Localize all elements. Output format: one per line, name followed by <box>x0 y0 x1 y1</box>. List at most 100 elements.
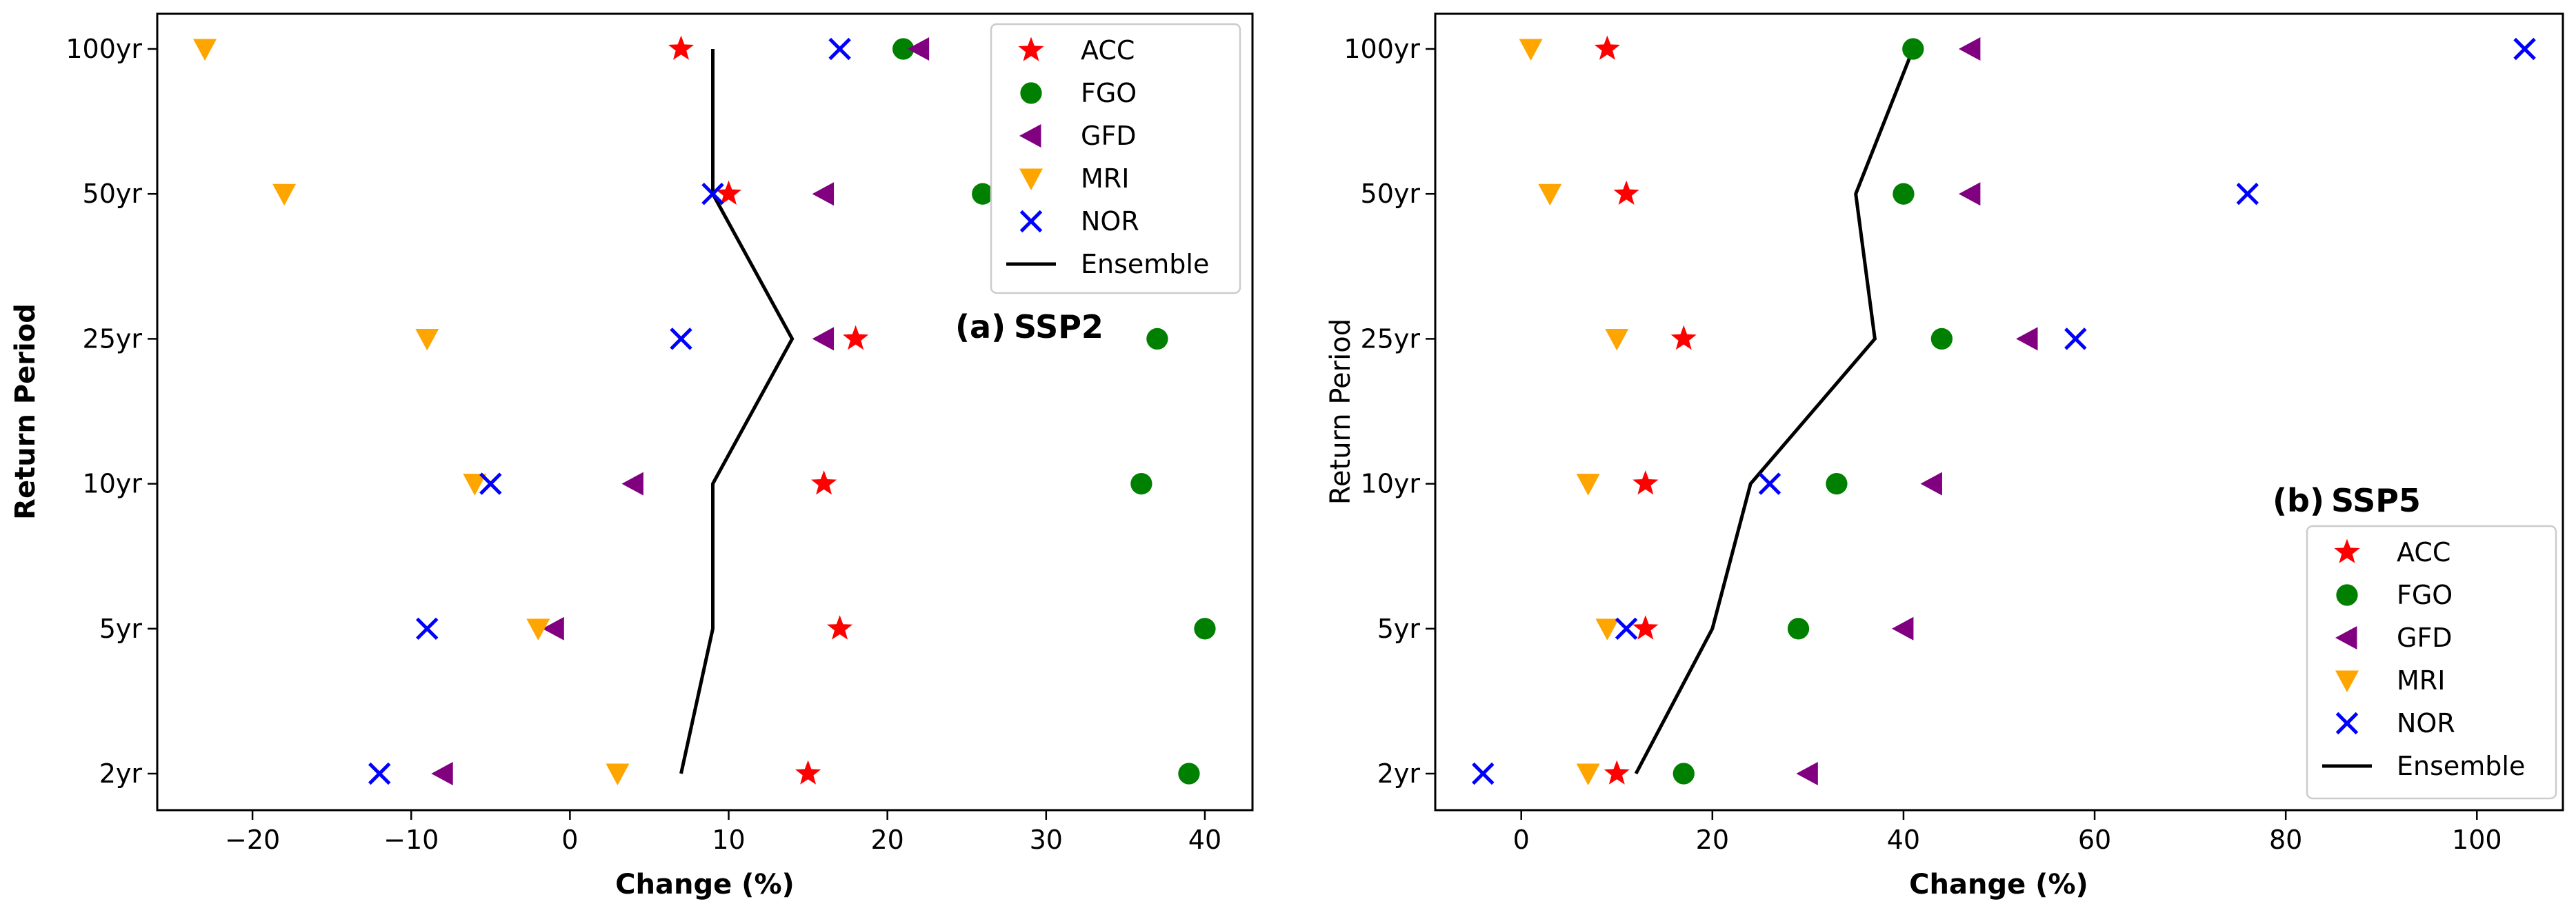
ensemble-line <box>1634 48 1915 775</box>
x-tick-label: 0 <box>1513 825 1530 855</box>
data-point-acc <box>1633 470 1659 495</box>
data-point-mri <box>1605 328 1629 351</box>
data-point-acc <box>715 180 742 205</box>
data-point-gfd <box>2016 327 2038 351</box>
data-point-nor <box>368 762 391 785</box>
y-tick-label: 100yr <box>66 34 142 64</box>
data-point-nor <box>1472 762 1495 785</box>
data-point-nor <box>2513 37 2536 61</box>
legend-swatch-fgo <box>1020 82 1042 104</box>
x-tick-label: 40 <box>1188 825 1221 855</box>
legend-label-nor: NOR <box>1081 206 1139 236</box>
ensemble-line <box>679 49 795 774</box>
legend-label-acc: ACC <box>2397 537 2450 567</box>
data-point-fgo <box>1826 472 1848 495</box>
legend: ACC FGO GFD MRI NOR Ensemble <box>2306 525 2557 800</box>
legend-frame <box>990 23 1241 294</box>
legend-label-nor: NOR <box>2397 708 2455 738</box>
data-point-acc <box>811 470 837 495</box>
data-point-mri <box>606 763 630 785</box>
y-tick-label: 25yr <box>1361 323 1421 354</box>
data-point-mri <box>463 474 487 496</box>
data-point-mri <box>1519 39 1543 61</box>
panel-scenario: SSP2 <box>1014 308 1104 345</box>
data-point-acc <box>1604 760 1630 785</box>
data-point-acc <box>827 615 853 640</box>
data-point-fgo <box>1194 618 1216 640</box>
y-tick-label: 50yr <box>1361 179 1421 209</box>
data-point-mri <box>1595 618 1619 641</box>
panel-label: (b) <box>2273 482 2324 519</box>
data-point-acc <box>1633 615 1659 640</box>
data-point-fgo <box>1787 618 1810 640</box>
x-tick-label: 0 <box>561 825 578 855</box>
data-point-mri <box>1576 474 1600 496</box>
data-point-gfd <box>1958 37 1981 61</box>
x-tick-label: 10 <box>712 825 745 855</box>
y-tick-label: 5yr <box>99 614 143 644</box>
data-point-fgo <box>1673 763 1695 785</box>
data-point-mri <box>415 328 439 351</box>
y-tick-label: 2yr <box>99 758 143 789</box>
x-tick-label: −10 <box>383 825 439 855</box>
legend-swatch-mri <box>2335 670 2359 692</box>
legend-label-gfd: GFD <box>1081 121 1137 151</box>
panel-label: (a) <box>955 308 1006 345</box>
legend-swatch-fgo <box>2336 584 2358 606</box>
legend-swatch-mri <box>1019 168 1043 190</box>
data-point-fgo <box>892 38 915 60</box>
data-point-nor <box>1758 472 1781 495</box>
legend-swatch-nor <box>1019 210 1043 233</box>
legend-swatch-acc <box>1018 37 1044 61</box>
axis-ticks: −20 −10 0 10 20 30 40 2yr 5yr 10yr 25yr 50yr 100yr <box>66 34 1221 855</box>
chart-panel-ssp5: 0 20 40 60 80 100 2yr 5yr 10yr 25yr 50yr 100yr Chan… <box>1325 12 2564 900</box>
legend-label-ensemble: Ensemble <box>1081 249 1209 279</box>
panel-scenario: SSP5 <box>2331 482 2421 519</box>
legend-swatch-gfd <box>2335 626 2357 650</box>
data-point-fgo <box>1902 38 1924 60</box>
data-point-mri <box>1538 183 1562 206</box>
y-tick-label: 50yr <box>83 179 143 209</box>
data-point-gfd <box>431 762 453 785</box>
chart-marks <box>1472 35 2536 785</box>
data-point-mri <box>272 183 297 206</box>
plot-area-frame <box>156 12 1254 812</box>
data-point-nor <box>828 37 851 61</box>
x-tick-label: 20 <box>1696 825 1729 855</box>
data-point-gfd <box>621 472 643 496</box>
data-point-acc <box>1594 35 1620 60</box>
x-tick-label: 80 <box>2269 825 2302 855</box>
legend-swatch-gfd <box>1019 124 1041 148</box>
data-point-fgo <box>1893 183 1915 205</box>
data-point-acc <box>843 325 869 350</box>
data-point-gfd <box>542 616 564 641</box>
plot-area-frame <box>1434 12 2564 812</box>
legend-label-fgo: FGO <box>1081 78 1137 108</box>
data-point-fgo <box>1146 328 1168 350</box>
chart-marks <box>193 35 1216 785</box>
y-tick-label: 5yr <box>1377 614 1421 644</box>
data-point-gfd <box>1891 616 1914 641</box>
y-tick-label: 10yr <box>1361 469 1421 499</box>
legend-label-gfd: GFD <box>2397 623 2453 653</box>
data-point-nor <box>701 182 724 205</box>
legend: ACC FGO GFD MRI NOR Ensemble <box>990 23 1241 294</box>
y-tick-label: 25yr <box>83 323 143 354</box>
x-tick-label: −20 <box>225 825 280 855</box>
y-axis-label: Return Period <box>10 303 41 520</box>
data-point-nor <box>479 472 502 495</box>
axis-ticks: 0 20 40 60 80 100 2yr 5yr 10yr 25yr 50yr 100yr <box>1344 34 2502 855</box>
data-point-mri <box>526 618 550 641</box>
data-point-nor <box>1615 617 1638 641</box>
data-point-acc <box>668 35 695 60</box>
legend-swatch-acc <box>2334 538 2360 563</box>
data-point-fgo <box>1130 472 1152 495</box>
x-tick-label: 40 <box>1887 825 1920 855</box>
data-point-acc <box>1670 325 1697 350</box>
data-point-fgo <box>972 183 994 205</box>
data-point-nor <box>670 328 692 350</box>
y-tick-label: 10yr <box>83 469 143 499</box>
data-point-nor <box>416 617 439 641</box>
legend-label-fgo: FGO <box>2397 580 2453 610</box>
y-tick-label: 2yr <box>1377 758 1421 789</box>
